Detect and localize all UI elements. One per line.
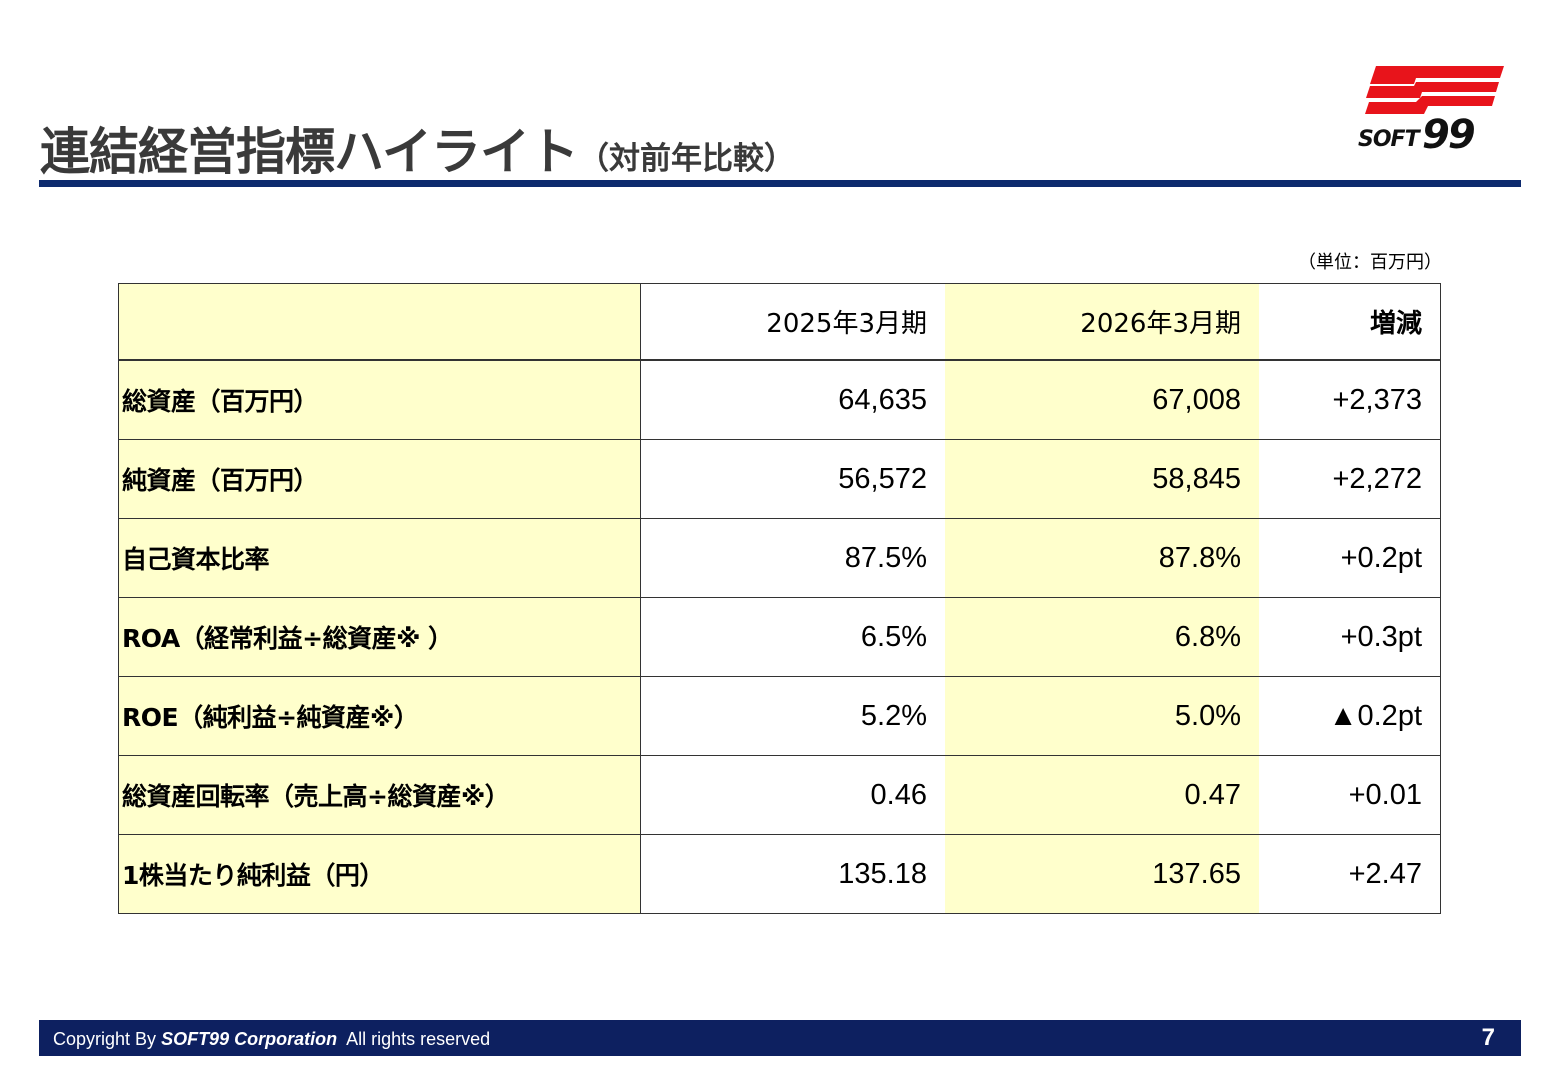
row-change: +2.47	[1259, 834, 1441, 914]
row-fy2025: 6.5%	[640, 597, 945, 677]
copyright-rights: All rights reserved	[346, 1029, 491, 1049]
footer-bar: Copyright By SOFT99 Corporation All righ…	[39, 1020, 1521, 1056]
slide-title-sub: （対前年比較）	[578, 141, 795, 177]
row-fy2026: 87.8%	[945, 518, 1259, 598]
table-row: 純資産（百万円） 56,572 58,845 +2,272	[118, 439, 1441, 519]
row-label: ROA（経常利益÷総資産※ ）	[118, 597, 641, 677]
kpi-table: 2025年3月期 2026年3月期 増減 総資産（百万円） 64,635 67,…	[118, 283, 1441, 914]
soft99-logo: SOFT 99	[1358, 66, 1504, 154]
row-change: +2,373	[1259, 359, 1441, 440]
unit-note: （単位：百万円）	[1298, 252, 1442, 273]
header-change: 増減	[1259, 283, 1441, 361]
table-row: ROA（経常利益÷総資産※ ） 6.5% 6.8% +0.3pt	[118, 597, 1441, 677]
title-divider	[39, 180, 1521, 187]
row-fy2026: 137.65	[945, 834, 1259, 914]
row-fy2026: 6.8%	[945, 597, 1259, 677]
table-row: 総資産（百万円） 64,635 67,008 +2,373	[118, 359, 1441, 440]
copyright-prefix: Copyright By	[53, 1029, 157, 1049]
copyright-notice: Copyright By SOFT99 Corporation All righ…	[53, 1029, 490, 1050]
slide-title-main: 連結経営指標ハイライト	[40, 123, 579, 181]
row-label: 1株当たり純利益（円）	[118, 834, 641, 914]
table-row: 1株当たり純利益（円） 135.18 137.65 +2.47	[118, 834, 1441, 914]
row-label: ROE（純利益÷純資産※）	[118, 676, 641, 756]
copyright-company: SOFT99 Corporation	[161, 1029, 338, 1049]
row-fy2026: 5.0%	[945, 676, 1259, 756]
page-number: 7	[1481, 1024, 1495, 1051]
row-label: 自己資本比率	[118, 518, 641, 598]
row-fy2025: 64,635	[640, 359, 945, 440]
row-fy2025: 56,572	[640, 439, 945, 519]
row-label: 純資産（百万円）	[118, 439, 641, 519]
row-fy2026: 0.47	[945, 755, 1259, 835]
row-change: +0.01	[1259, 755, 1441, 835]
header-blank-cell	[118, 283, 641, 361]
row-label: 総資産回転率（売上高÷総資産※）	[118, 755, 641, 835]
row-change: +2,272	[1259, 439, 1441, 519]
row-fy2026: 67,008	[945, 359, 1259, 440]
logo-text: SOFT	[1358, 127, 1422, 152]
row-fy2025: 0.46	[640, 755, 945, 835]
row-fy2025: 135.18	[640, 834, 945, 914]
row-change: +0.2pt	[1259, 518, 1441, 598]
row-fy2026: 58,845	[945, 439, 1259, 519]
table-row: 自己資本比率 87.5% 87.8% +0.2pt	[118, 518, 1441, 598]
table-row: ROE（純利益÷純資産※） 5.2% 5.0% ▲0.2pt	[118, 676, 1441, 756]
header-fy2025: 2025年3月期	[640, 283, 945, 361]
header-fy2026: 2026年3月期	[945, 283, 1259, 361]
row-label: 総資産（百万円）	[118, 359, 641, 440]
row-fy2025: 87.5%	[640, 518, 945, 598]
row-change: ▲0.2pt	[1259, 676, 1441, 756]
table-row: 総資産回転率（売上高÷総資産※） 0.46 0.47 +0.01	[118, 755, 1441, 835]
table-header-row: 2025年3月期 2026年3月期 増減	[118, 283, 1441, 361]
logo-99: 99	[1422, 112, 1475, 154]
row-change: +0.3pt	[1259, 597, 1441, 677]
slide-title: 連結経営指標ハイライト（対前年比較）	[40, 112, 795, 184]
logo-red-stripes-icon	[1365, 66, 1504, 114]
row-fy2025: 5.2%	[640, 676, 945, 756]
